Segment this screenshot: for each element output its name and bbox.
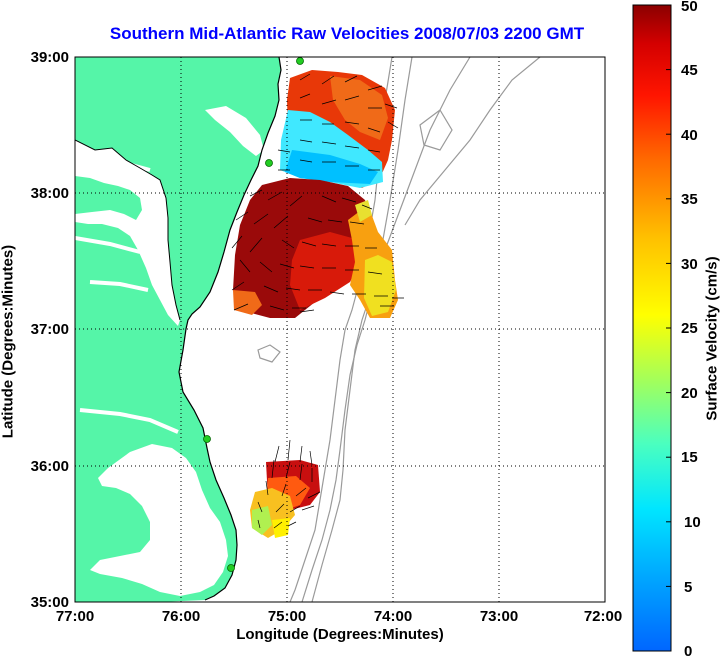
colorbar-tick-label: 5 (684, 579, 692, 596)
river-inlets (75, 158, 179, 434)
colorbar-tick-label: 35 (681, 191, 698, 208)
x-tick-label: 73:00 (480, 608, 518, 625)
colorbar-tick-label: 30 (681, 256, 698, 273)
x-tick-label: 77:00 (56, 608, 94, 625)
colorbar-ticks (666, 4, 671, 587)
colorbar-tick-label: 10 (684, 514, 701, 531)
x-tick-label: 75:00 (268, 608, 306, 625)
pamlico-sound (90, 444, 228, 596)
chesapeake-bay (75, 140, 180, 326)
y-tick-label: 38:00 (31, 185, 69, 202)
colorbar-tick-label: 25 (681, 320, 698, 337)
bay-shoreline (75, 139, 181, 321)
colorbar-tick-label: 15 (681, 449, 698, 466)
y-tick-label: 35:00 (31, 594, 69, 611)
coastline (178, 57, 282, 601)
x-tick-label: 76:00 (162, 608, 200, 625)
x-axis-ticks: 77:00 76:00 75:00 74:00 73:00 72:00 (56, 608, 622, 625)
y-axis-label: Latitude (Degrees:Minutes) (0, 244, 17, 439)
colorbar-tick-label: 20 (681, 385, 698, 402)
delaware-bay (205, 106, 264, 156)
x-tick-label: 74:00 (374, 608, 412, 625)
y-tick-label: 39:00 (31, 49, 69, 66)
x-tick-label: 72:00 (584, 608, 622, 625)
map-title: Southern Mid-Atlantic Raw Velocities 200… (109, 24, 585, 43)
y-tick-label: 37:00 (31, 321, 69, 338)
colorbar-label: Surface Velocity (cm/s) (703, 256, 721, 421)
x-axis-label: Longitude (Degrees:Minutes) (236, 626, 444, 643)
colorbar-tick-label: 45 (681, 62, 698, 79)
colorbar-tick-labels: 50 45 40 35 30 25 20 15 10 5 0 (681, 0, 701, 659)
y-tick-label: 36:00 (31, 458, 69, 475)
radar-stations (203, 57, 304, 572)
y-axis-ticks: 39:00 38:00 37:00 36:00 35:00 (31, 49, 69, 611)
colorbar-tick-label: 40 (681, 127, 698, 144)
grid-lines (75, 57, 605, 602)
colorbar-tick-label: 50 (681, 0, 698, 15)
plot-frame (74, 56, 606, 603)
velocity-field-south (250, 460, 320, 538)
colorbar (632, 4, 672, 652)
velocity-field-north (233, 70, 398, 318)
colorbar-tick-label: 0 (684, 643, 692, 659)
